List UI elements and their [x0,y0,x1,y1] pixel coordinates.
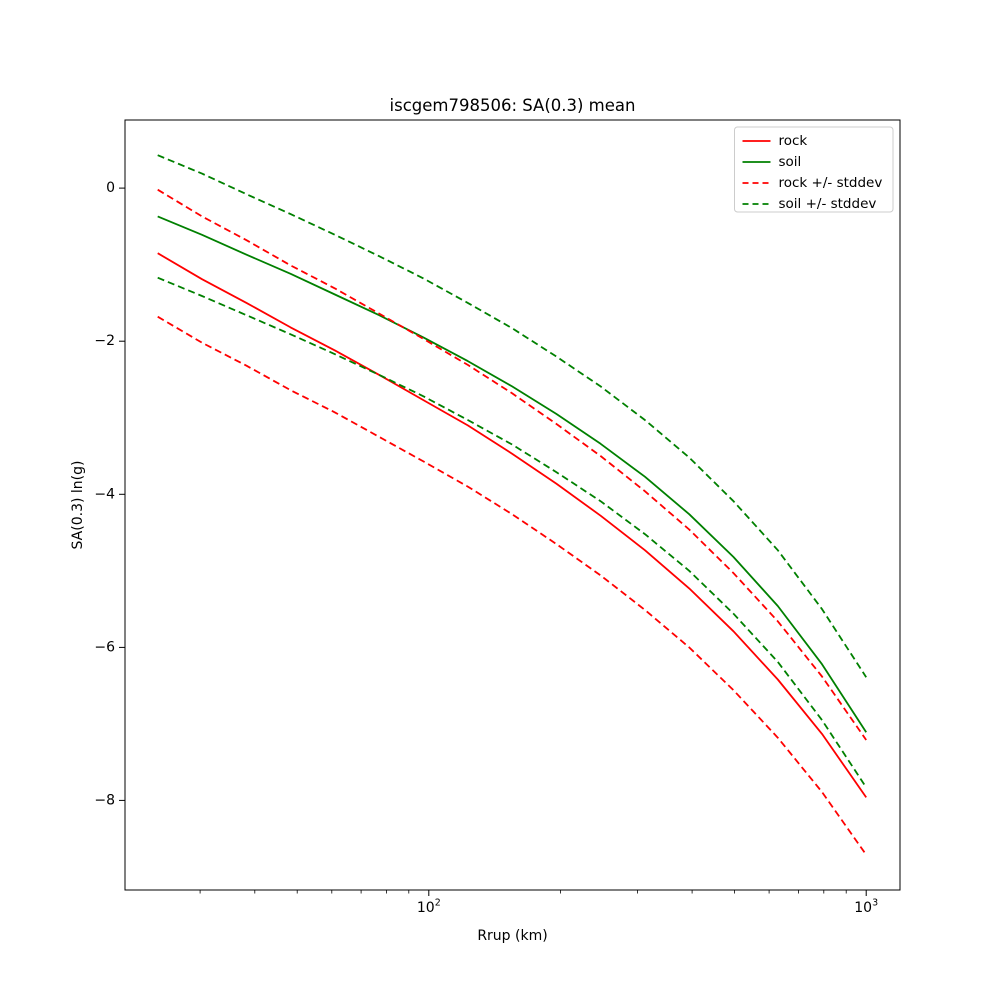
series-soil [157,215,867,733]
x-axis-label: Rrup (km) [477,928,547,944]
legend: rock soil rock +/- stddev soil +/- stddev [734,126,894,213]
y-tick-label: −4 [94,486,115,502]
plot-border [124,119,901,891]
legend-item: soil [742,154,802,170]
curves-layer [157,154,867,856]
legend-box [734,126,894,213]
y-tick-label: −8 [94,792,115,808]
plot-area [125,120,900,890]
series-rock-minus-stddev [157,315,867,856]
legend-item: rock [742,133,808,149]
series-soil-plus-stddev [157,154,867,678]
legend-label: rock [779,133,808,149]
legend-label: soil +/- stddev [779,196,877,212]
y-tick-label: −2 [94,333,115,349]
legend-item: rock +/- stddev [742,175,883,191]
chart-title: iscgem798506: SA(0.3) mean [390,96,636,115]
y-tick-label: −6 [94,639,115,655]
legend-label: rock +/- stddev [779,175,883,191]
legend-item: soil +/- stddev [742,196,877,212]
legend-label: soil [779,154,802,170]
series-soil-minus-stddev [157,276,867,788]
y-tick-label: 0 [106,180,115,196]
y-axis-label: SA(0.3) ln(g) [70,461,86,550]
x-tick-label: 103 [854,898,878,917]
ticks-layer: 102 103 0 −2 −4 −6 −8 [94,180,878,916]
series-rock [157,252,867,798]
series-rock-plus-stddev [157,188,867,741]
x-tick-label: 102 [417,898,441,917]
